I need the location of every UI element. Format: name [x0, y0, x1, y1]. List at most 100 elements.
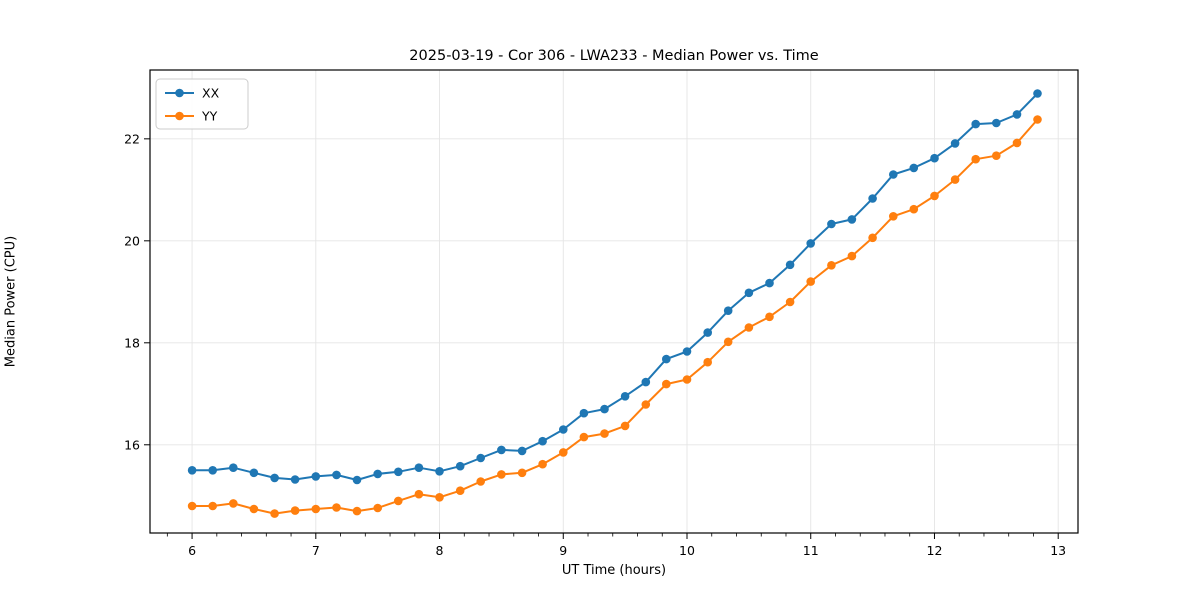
- marker-YY: [703, 357, 712, 367]
- marker-XX: [662, 354, 671, 364]
- marker-YY: [992, 151, 1001, 160]
- y-tick-label: 20: [124, 233, 140, 248]
- marker-XX: [703, 328, 712, 337]
- marker-YY: [1033, 115, 1042, 124]
- marker-YY: [641, 400, 651, 409]
- marker-XX: [806, 239, 815, 248]
- marker-XX: [455, 461, 465, 471]
- marker-XX: [847, 215, 857, 224]
- x-tick-label: 6: [188, 543, 196, 558]
- marker-XX: [1012, 110, 1022, 119]
- x-tick-label: 10: [679, 543, 695, 558]
- marker-YY: [538, 459, 547, 469]
- x-tick-label: 11: [803, 543, 819, 558]
- marker-YY: [332, 503, 341, 512]
- x-tick-label: 7: [312, 543, 320, 558]
- marker-XX: [600, 404, 609, 414]
- marker-XX: [620, 392, 630, 401]
- marker-YY: [847, 251, 857, 261]
- marker-YY: [290, 506, 300, 515]
- marker-XX: [868, 194, 877, 203]
- marker-YY: [723, 337, 733, 347]
- marker-XX: [187, 466, 197, 475]
- marker-YY: [806, 277, 815, 286]
- y-tick-label: 16: [124, 437, 140, 452]
- marker-YY: [229, 499, 238, 508]
- marker-XX: [249, 468, 259, 478]
- marker-XX: [909, 163, 919, 173]
- marker-YY: [600, 429, 609, 438]
- marker-XX: [641, 377, 651, 387]
- marker-XX: [992, 118, 1001, 128]
- marker-YY: [662, 379, 671, 389]
- marker-XX: [889, 170, 898, 179]
- marker-YY: [889, 212, 898, 221]
- marker-YY: [187, 501, 197, 511]
- marker-XX: [229, 463, 238, 473]
- marker-XX: [559, 425, 568, 434]
- x-tick-label: 13: [1050, 543, 1066, 558]
- plot-frame: [149, 69, 1079, 534]
- marker-YY: [455, 486, 465, 496]
- y-tick-label: 18: [124, 335, 140, 350]
- marker-XX: [394, 467, 403, 477]
- legend-label-YY: YY: [201, 109, 218, 124]
- marker-XX: [971, 119, 980, 129]
- marker-XX: [476, 453, 486, 463]
- marker-YY: [620, 421, 630, 431]
- marker-XX: [785, 260, 795, 270]
- marker-XX: [497, 445, 506, 455]
- legend-label-XX: XX: [202, 86, 220, 101]
- marker-YY: [311, 504, 321, 514]
- legend-marker-XX: [175, 88, 184, 98]
- marker-YY: [270, 509, 279, 518]
- marker-YY: [352, 506, 362, 516]
- marker-XX: [435, 467, 444, 476]
- marker-XX: [290, 475, 300, 484]
- marker-YY: [414, 489, 424, 499]
- marker-YY: [1012, 138, 1022, 148]
- marker-XX: [332, 470, 341, 480]
- marker-YY: [373, 503, 383, 513]
- marker-XX: [517, 446, 527, 456]
- marker-XX: [579, 408, 589, 418]
- marker-XX: [930, 153, 939, 163]
- marker-YY: [744, 323, 754, 332]
- legend-marker-YY: [175, 111, 184, 121]
- marker-YY: [765, 312, 774, 322]
- marker-YY: [208, 501, 217, 511]
- marker-XX: [373, 469, 383, 479]
- marker-XX: [1033, 89, 1042, 98]
- marker-YY: [909, 204, 919, 214]
- marker-YY: [517, 468, 527, 478]
- marker-XX: [744, 288, 754, 298]
- marker-XX: [950, 139, 960, 148]
- x-tick-label: 9: [559, 543, 567, 558]
- marker-YY: [579, 432, 589, 442]
- marker-YY: [497, 470, 506, 479]
- chart-title: 2025-03-19 - Cor 306 - LWA233 - Median P…: [409, 48, 819, 64]
- y-axis-label: Median Power (CPU): [3, 235, 19, 368]
- marker-YY: [785, 297, 795, 307]
- marker-YY: [682, 375, 692, 384]
- marker-YY: [476, 477, 486, 486]
- x-axis-label: UT Time (hours): [561, 563, 667, 578]
- marker-XX: [208, 466, 217, 475]
- marker-YY: [971, 154, 980, 164]
- y-tick-label: 22: [124, 131, 140, 146]
- marker-YY: [435, 493, 444, 502]
- marker-XX: [682, 347, 692, 356]
- marker-YY: [394, 496, 403, 506]
- series-line-YY: [192, 118, 1039, 515]
- marker-XX: [311, 472, 321, 481]
- marker-XX: [765, 278, 774, 288]
- marker-YY: [930, 191, 939, 201]
- marker-YY: [249, 504, 259, 514]
- marker-XX: [827, 219, 836, 229]
- marker-YY: [559, 448, 568, 457]
- series-line-XX: [192, 92, 1039, 481]
- x-tick-label: 12: [927, 543, 943, 558]
- x-tick-label: 8: [436, 543, 444, 558]
- marker-XX: [414, 463, 424, 473]
